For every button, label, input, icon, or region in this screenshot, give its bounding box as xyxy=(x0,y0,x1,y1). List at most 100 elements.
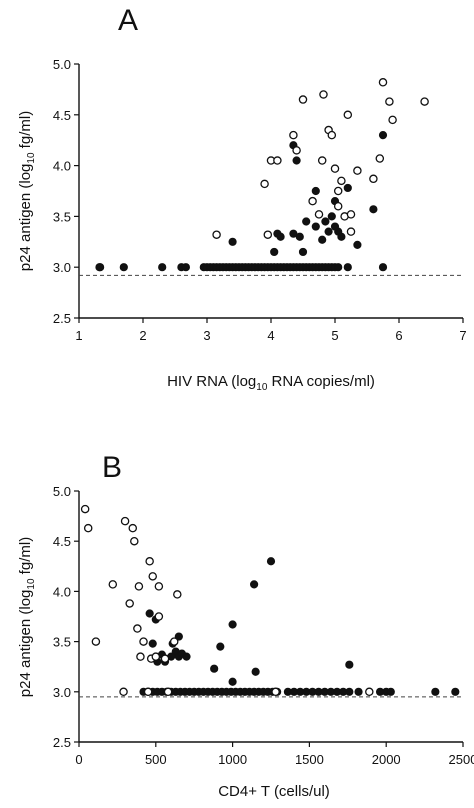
open-circle-point xyxy=(154,582,164,591)
y-axis-label: p24 antigen (log10 fg/ml) xyxy=(17,111,37,271)
y-tick-label: 4.0 xyxy=(53,584,71,599)
open-circle-point xyxy=(330,164,340,173)
filled-circle-point xyxy=(276,232,285,241)
filled-circle-point xyxy=(158,263,167,272)
open-circle-point xyxy=(169,637,179,646)
open-circle-point xyxy=(319,90,328,99)
panel-letter-a: A xyxy=(118,4,138,37)
open-circle-point xyxy=(369,174,378,184)
x-tick-label: 1000 xyxy=(218,752,247,767)
open-circle-point xyxy=(346,227,356,236)
filled-circle-point xyxy=(302,217,311,226)
open-circle-point xyxy=(292,146,301,155)
filled-circle-point xyxy=(228,677,237,686)
x-tick-label: 0 xyxy=(75,752,82,767)
open-circle-point xyxy=(125,599,134,608)
data-points xyxy=(80,504,460,697)
y-tick-label: 4.5 xyxy=(53,108,71,123)
y-tick-label: 4.0 xyxy=(53,159,71,174)
open-circle-point xyxy=(365,687,374,697)
x-tick-label: 1500 xyxy=(295,752,324,767)
filled-circle-point xyxy=(289,229,298,238)
x-tick-label: 3 xyxy=(203,328,210,343)
open-circle-point xyxy=(298,95,308,104)
filled-circle-point xyxy=(337,232,346,241)
open-circle-point xyxy=(353,166,362,175)
open-circle-point xyxy=(327,130,337,140)
open-circle-point xyxy=(134,582,144,591)
data-points xyxy=(95,78,429,272)
filled-circle-point xyxy=(311,186,320,196)
open-circle-point xyxy=(136,652,145,661)
panel-b: B 2.5 3.0 3.5 4.0 4.5 5.0 0 500 1000 1500 2000 250… xyxy=(17,451,474,800)
x-axis-label: HIV RNA (log10 RNA copies/ml) xyxy=(167,373,375,393)
filled-circle-point xyxy=(266,557,276,566)
filled-circle-point xyxy=(145,609,154,618)
y-ticks: 2.5 3.0 3.5 4.0 4.5 5.0 xyxy=(53,484,79,750)
open-circle-point xyxy=(289,130,298,140)
x-tick-label: 2000 xyxy=(372,752,401,767)
open-circle-point xyxy=(420,97,429,106)
y-tick-label: 5.0 xyxy=(53,484,71,499)
filled-circle-point xyxy=(216,642,225,651)
open-circle-point xyxy=(333,186,343,196)
x-tick-label: 7 xyxy=(459,328,466,343)
filled-circle-point xyxy=(119,263,128,272)
x-axis-label: CD4+ T (cells/ul) xyxy=(218,783,330,800)
open-circle-point xyxy=(173,590,182,599)
panel-a: A 2.5 3.0 3.5 4.0 4.5 5.0 1 2 3 4 5 6 7 HIV RNA (lo… xyxy=(17,4,467,393)
filled-circle-point xyxy=(345,687,354,696)
open-circle-point xyxy=(337,176,346,186)
open-circle-point xyxy=(83,523,93,533)
filled-circle-point xyxy=(251,667,260,676)
filled-circle-point xyxy=(270,247,279,257)
x-tick-label: 4 xyxy=(267,328,274,343)
filled-circle-point xyxy=(354,687,363,696)
filled-circle-point xyxy=(174,632,183,641)
y-tick-label: 3.0 xyxy=(53,260,71,275)
y-tick-label: 3.5 xyxy=(53,209,71,224)
x-tick-label: 1 xyxy=(75,328,82,343)
filled-circle-point xyxy=(295,232,304,241)
x-ticks: 0 500 1000 1500 2000 2500 xyxy=(75,742,474,767)
open-circle-point xyxy=(378,78,388,87)
open-circle-point xyxy=(333,201,343,211)
x-tick-label: 2 xyxy=(139,328,146,343)
x-tick-label: 2500 xyxy=(449,752,474,767)
open-circle-point xyxy=(263,230,273,239)
y-tick-label: 2.5 xyxy=(53,311,71,326)
open-circle-point xyxy=(145,557,154,566)
filled-circle-point xyxy=(324,227,333,236)
open-circle-point xyxy=(346,210,356,219)
filled-circle-point xyxy=(210,664,219,673)
y-ticks: 2.5 3.0 3.5 4.0 4.5 5.0 xyxy=(53,57,79,326)
filled-circle-point xyxy=(311,222,320,231)
open-circle-point xyxy=(91,637,101,646)
open-circle-point xyxy=(128,523,138,533)
filled-circle-point xyxy=(318,235,327,244)
open-circle-point xyxy=(260,179,269,189)
y-tick-label: 4.5 xyxy=(53,534,71,549)
filled-circle-point xyxy=(327,212,336,221)
filled-circle-point xyxy=(148,639,157,648)
open-circle-point xyxy=(212,230,221,239)
y-axis-label: p24 antigen (log10 fg/ml) xyxy=(17,537,37,697)
x-tick-label: 500 xyxy=(145,752,167,767)
open-circle-point xyxy=(133,624,142,633)
open-circle-point xyxy=(148,572,157,581)
open-circle-point xyxy=(160,654,170,663)
open-circle-point xyxy=(143,687,153,697)
y-tick-label: 5.0 xyxy=(53,57,71,72)
open-circle-point xyxy=(343,110,353,120)
filled-circle-point xyxy=(250,580,259,589)
filled-circle-point xyxy=(345,660,354,669)
filled-circle-point xyxy=(96,263,105,272)
filled-circle-point xyxy=(182,652,191,661)
filled-circle-point xyxy=(343,183,352,193)
open-circle-point xyxy=(388,115,397,125)
filled-circle-point xyxy=(451,687,460,696)
filled-circle-point xyxy=(292,156,301,165)
open-circle-point xyxy=(139,637,148,646)
filled-circle-point xyxy=(330,222,340,231)
